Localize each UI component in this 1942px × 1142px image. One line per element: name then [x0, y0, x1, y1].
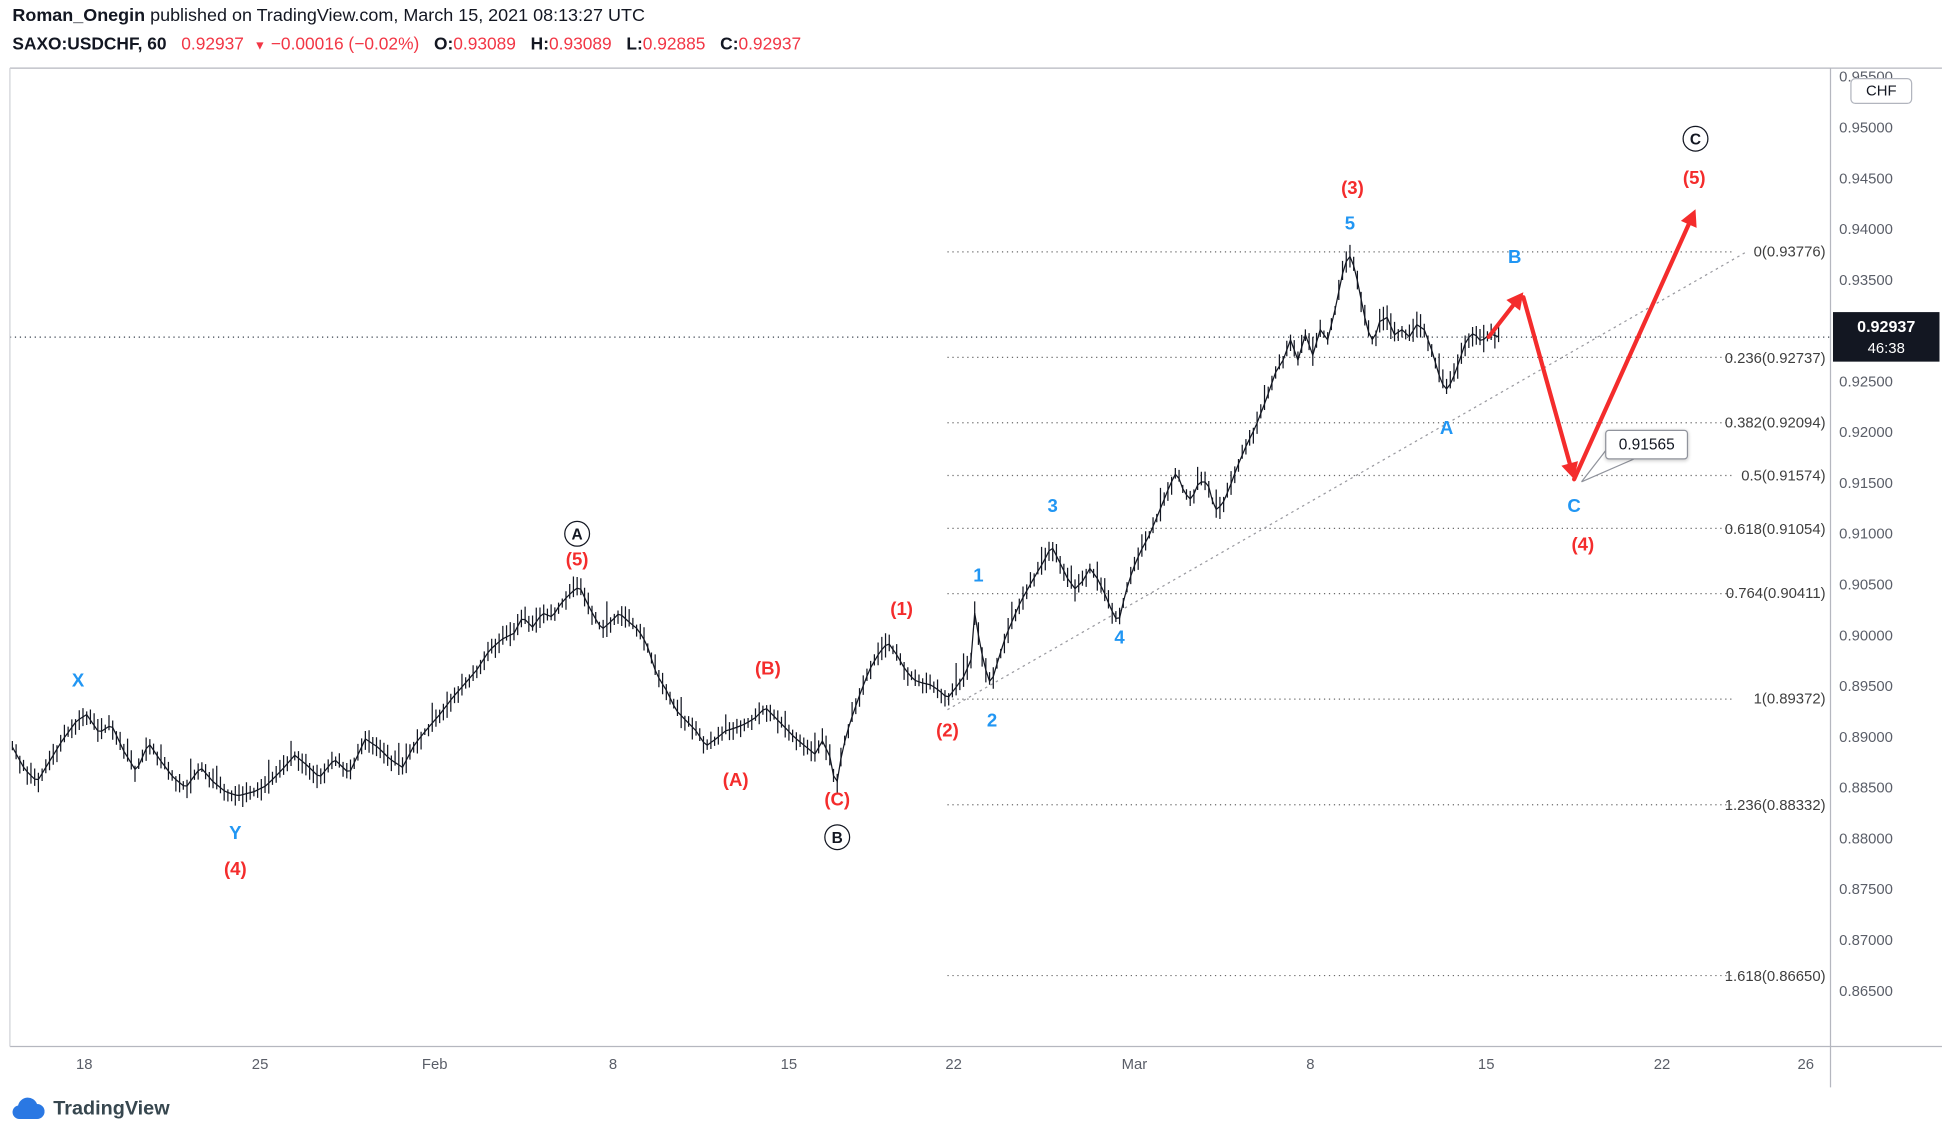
- fib-lines: [947, 251, 1734, 977]
- price-axis-tick: 0.94000: [1839, 220, 1893, 238]
- time-axis-tick: Feb: [421, 1055, 448, 1073]
- time-axis-tick: 26: [1797, 1055, 1815, 1073]
- close-label: C:: [720, 33, 739, 54]
- price-change: −0.00016 (−0.02%): [270, 33, 420, 54]
- price-axis-tick: 0.93500: [1839, 271, 1893, 289]
- publish-info: published on TradingView.com, March 15, …: [150, 6, 645, 27]
- time-axis-tick: 15: [780, 1055, 798, 1073]
- price-axis-tick: 0.89500: [1839, 677, 1893, 695]
- time-axis[interactable]: 18 25 Feb 8 15 22 Mar 8 15 22 26: [10, 1047, 1942, 1088]
- time-axis-tick: 8: [1306, 1055, 1315, 1073]
- time-axis-tick: 8: [608, 1055, 618, 1073]
- price-axis-tick: 0.95000: [1839, 118, 1893, 137]
- price-axis-tick: 0.94500: [1839, 169, 1893, 188]
- publish-header: Roman_Onegin published on TradingView.co…: [12, 6, 645, 26]
- cloud-logo-icon: [12, 1097, 45, 1119]
- symbol-name[interactable]: SAXO:USDCHF, 60: [12, 33, 167, 54]
- projection-arrows: [1486, 209, 1697, 482]
- close-value: 0.92937: [738, 33, 802, 54]
- price-axis-tick: 0.86500: [1839, 982, 1893, 1000]
- price-axis-tick: 0.90000: [1839, 626, 1893, 645]
- bar-countdown: 46:38: [1867, 339, 1905, 357]
- price-axis-tick: 0.91000: [1839, 525, 1893, 543]
- high-label: H:: [530, 33, 549, 54]
- current-price-value: 0.92937: [1857, 317, 1916, 336]
- time-axis-tick: 18: [75, 1055, 93, 1073]
- price-axis-tick: 0.92500: [1839, 372, 1893, 391]
- open-value: 0.93089: [453, 33, 516, 54]
- price-axis-tick: 0.91500: [1839, 474, 1893, 492]
- price-axis-tick: 0.92000: [1839, 423, 1893, 441]
- time-axis-tick: 25: [251, 1055, 269, 1073]
- low-label: L:: [626, 33, 643, 54]
- high-value: 0.93089: [548, 33, 612, 54]
- tradingview-logo-link[interactable]: TradingView: [10, 1097, 170, 1122]
- price-axis-tick: 0.90500: [1839, 575, 1893, 594]
- brand-name: TradingView: [53, 1098, 170, 1120]
- last-price: 0.92937: [181, 33, 244, 54]
- price-axis-tick: 0.88000: [1839, 829, 1893, 848]
- down-triangle-icon: ▼: [253, 39, 266, 54]
- chart-borders: [9, 67, 1942, 1088]
- trendline: [947, 252, 1746, 711]
- time-axis-tick: 22: [1653, 1055, 1671, 1073]
- symbol-info-bar: SAXO:USDCHF, 60 0.92937 ▼ −0.00016 (−0.0…: [12, 33, 801, 53]
- author-link[interactable]: Roman_Onegin: [12, 6, 146, 27]
- price-axis-tick: 0.88500: [1839, 779, 1893, 797]
- current-price-badge: 0.92937 46:38: [1832, 312, 1940, 362]
- time-axis-tick: Mar: [1121, 1055, 1148, 1073]
- price-series: [11, 244, 1500, 808]
- open-label: O:: [433, 33, 454, 54]
- time-axis-tick: 22: [945, 1055, 962, 1073]
- price-axis[interactable]: 0.955000.950000.945000.940000.935000.930…: [1831, 68, 1942, 1046]
- currency-toggle-button[interactable]: CHF: [1850, 78, 1913, 105]
- price-axis-tick: 0.89000: [1839, 728, 1893, 746]
- price-axis-tick: 0.87500: [1839, 880, 1893, 898]
- low-value: 0.92885: [642, 33, 706, 54]
- time-axis-tick: 15: [1477, 1055, 1495, 1073]
- price-tooltip: 0.91565: [1605, 429, 1689, 460]
- price-axis-tick: 0.87000: [1839, 931, 1893, 949]
